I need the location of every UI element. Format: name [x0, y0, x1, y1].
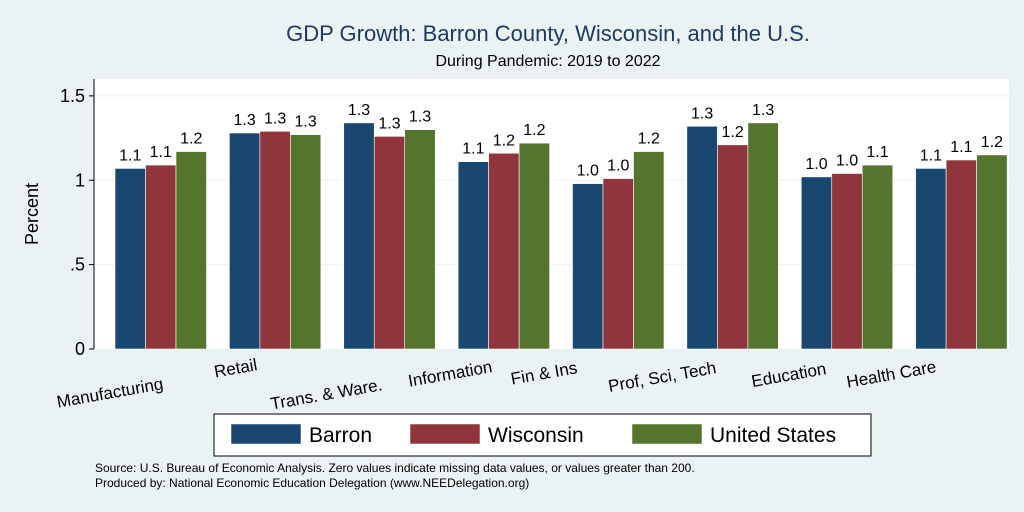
- bar-value-label: 1.2: [523, 122, 545, 139]
- bar-value-label: 1.2: [638, 131, 660, 148]
- producer-note: Produced by: National Economic Education…: [95, 476, 529, 490]
- bar-value-label: 1.1: [150, 144, 172, 161]
- bar-barron: [800, 176, 833, 350]
- bar-value-label: 1.1: [920, 147, 942, 164]
- bar-value-label: 1.3: [295, 114, 317, 131]
- chart-subtitle: During Pandemic: 2019 to 2022: [435, 53, 660, 70]
- source-note: Source: U.S. Bureau of Economic Analysis…: [95, 461, 695, 475]
- legend-label: United States: [710, 424, 836, 447]
- x-axis-labels: Manufacturing Retail Trans. & Ware. Informa…: [55, 355, 937, 413]
- y-tick-label: 0: [75, 339, 85, 359]
- bar-value-label: 1.0: [836, 153, 858, 170]
- bar-wisconsin: [373, 136, 406, 350]
- bar-value-label: 1.2: [180, 131, 202, 148]
- bar-united-states: [747, 122, 779, 350]
- y-tick-label: 1: [75, 170, 85, 190]
- bars: [114, 122, 1008, 350]
- y-tick-label: .5: [70, 255, 85, 275]
- bar-united-states: [976, 154, 1008, 350]
- bar-wisconsin: [259, 131, 291, 350]
- category-label: Trans. & Ware.: [269, 375, 384, 413]
- category-label: Fin & Ins: [509, 358, 578, 388]
- legend-swatch-wisconsin: [409, 423, 481, 445]
- legend-label: Wisconsin: [488, 424, 584, 447]
- bar-value-label: 1.1: [866, 144, 888, 161]
- legend-box: [213, 413, 872, 457]
- y-axis-ticks: 0 .5 1 1.5: [60, 86, 94, 359]
- bar-barron: [343, 122, 375, 350]
- bar-barron: [686, 125, 718, 350]
- bar-united-states: [633, 151, 665, 350]
- bar-value-label: 1.0: [577, 163, 599, 180]
- bar-value-label: 1.0: [607, 158, 629, 175]
- category-label: Prof, Sci, Tech: [607, 358, 718, 396]
- bar-value-label: 1.1: [119, 147, 141, 164]
- bar-united-states: [404, 129, 436, 350]
- bar-barron: [229, 132, 261, 350]
- category-label: Retail: [213, 355, 259, 381]
- bar-united-states: [861, 164, 894, 350]
- bar-value-label: 1.2: [722, 124, 744, 141]
- y-axis-title: Percent: [22, 183, 42, 245]
- bar-united-states: [175, 151, 207, 350]
- bar-united-states: [290, 134, 322, 350]
- bar-wisconsin: [145, 164, 177, 350]
- bar-value-label: 1.3: [752, 102, 774, 119]
- bar-value-label: 1.3: [378, 115, 400, 132]
- category-label: Information: [407, 357, 494, 390]
- data-labels: 1.1 1.1 1.2 1.3 1.3 1.3 1.3 1.3 1.3 1.1 1.2 1.2 1.0 1…: [119, 102, 1003, 180]
- bar-value-label: 1.1: [950, 139, 972, 156]
- bar-wisconsin: [602, 178, 634, 350]
- bar-value-label: 1.3: [264, 110, 286, 127]
- legend-label: Barron: [309, 424, 372, 447]
- bar-barron: [457, 161, 489, 350]
- bar-value-label: 1.3: [409, 109, 431, 126]
- bar-wisconsin: [831, 173, 863, 350]
- bar-wisconsin: [945, 159, 977, 350]
- bar-wisconsin: [488, 152, 520, 350]
- chart-title: GDP Growth: Barron County, Wisconsin, an…: [286, 21, 810, 46]
- bar-barron: [114, 168, 146, 350]
- bar-value-label: 1.3: [691, 105, 713, 122]
- bar-value-label: 1.0: [805, 156, 827, 173]
- bar-value-label: 1.2: [493, 132, 515, 149]
- bar-barron: [572, 183, 604, 350]
- bar-value-label: 1.3: [348, 102, 370, 119]
- bar-value-label: 1.2: [981, 134, 1003, 151]
- legend-swatch-united-states: [631, 423, 703, 445]
- category-label: Manufacturing: [55, 374, 164, 411]
- legend: Barron Wisconsin United States: [230, 423, 836, 447]
- category-label: Education: [750, 359, 828, 391]
- bar-value-label: 1.3: [234, 112, 256, 129]
- bar-united-states: [518, 142, 550, 350]
- category-label: Health Care: [845, 357, 938, 391]
- bar-wisconsin: [717, 144, 749, 350]
- legend-swatch-barron: [230, 423, 302, 445]
- y-tick-label: 1.5: [60, 86, 85, 106]
- bar-value-label: 1.1: [462, 141, 484, 158]
- bar-barron: [915, 168, 947, 350]
